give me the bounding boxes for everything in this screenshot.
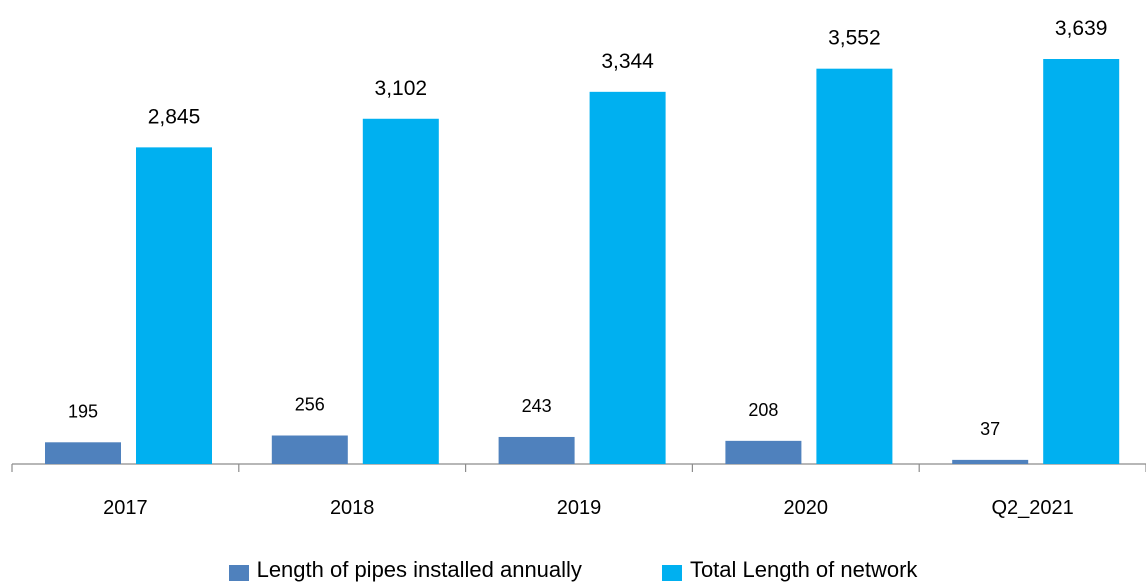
x-tick-label: Q2_2021 xyxy=(991,497,1073,519)
legend: Length of pipes installed annually Total… xyxy=(0,556,1146,584)
bar-total xyxy=(816,68,893,464)
x-tick-label: 2017 xyxy=(103,497,148,519)
bar-annual xyxy=(498,436,575,464)
bar-total xyxy=(362,118,439,464)
bar-total xyxy=(1043,59,1120,464)
legend-swatch-total xyxy=(661,565,682,581)
data-label-annual: 208 xyxy=(748,400,778,420)
data-label-total: 2,845 xyxy=(148,105,201,128)
legend-label-total: Total Length of network xyxy=(689,557,918,582)
data-label-annual: 243 xyxy=(522,396,552,416)
data-label-total: 3,344 xyxy=(601,50,654,73)
bar-chart: 2017 195 2,845 2018 256 3,102 2019 243 3,344 2020… xyxy=(11,17,1146,519)
data-label-total: 3,102 xyxy=(375,77,428,100)
bar-annual xyxy=(725,440,802,464)
data-label-total: 3,552 xyxy=(828,27,881,50)
legend-label-annual: Length of pipes installed annually xyxy=(256,557,582,582)
data-label-total: 3,639 xyxy=(1055,17,1108,40)
data-label-annual: 195 xyxy=(68,401,98,421)
x-tick-label: 2020 xyxy=(784,497,829,519)
data-label-annual: 37 xyxy=(980,419,1000,439)
bar-annual xyxy=(952,459,1029,464)
x-tick-label: 2019 xyxy=(557,497,602,519)
bar-annual xyxy=(271,435,348,464)
legend-item-total: Total Length of network xyxy=(661,557,918,583)
bar-annual xyxy=(45,442,121,464)
bar-total xyxy=(136,147,212,464)
legend-swatch-annual xyxy=(228,565,249,581)
bar-total xyxy=(589,91,666,465)
legend-item-annual: Length of pipes installed annually xyxy=(228,557,582,583)
x-tick-label: 2018 xyxy=(330,497,375,519)
data-label-annual: 256 xyxy=(295,395,325,415)
